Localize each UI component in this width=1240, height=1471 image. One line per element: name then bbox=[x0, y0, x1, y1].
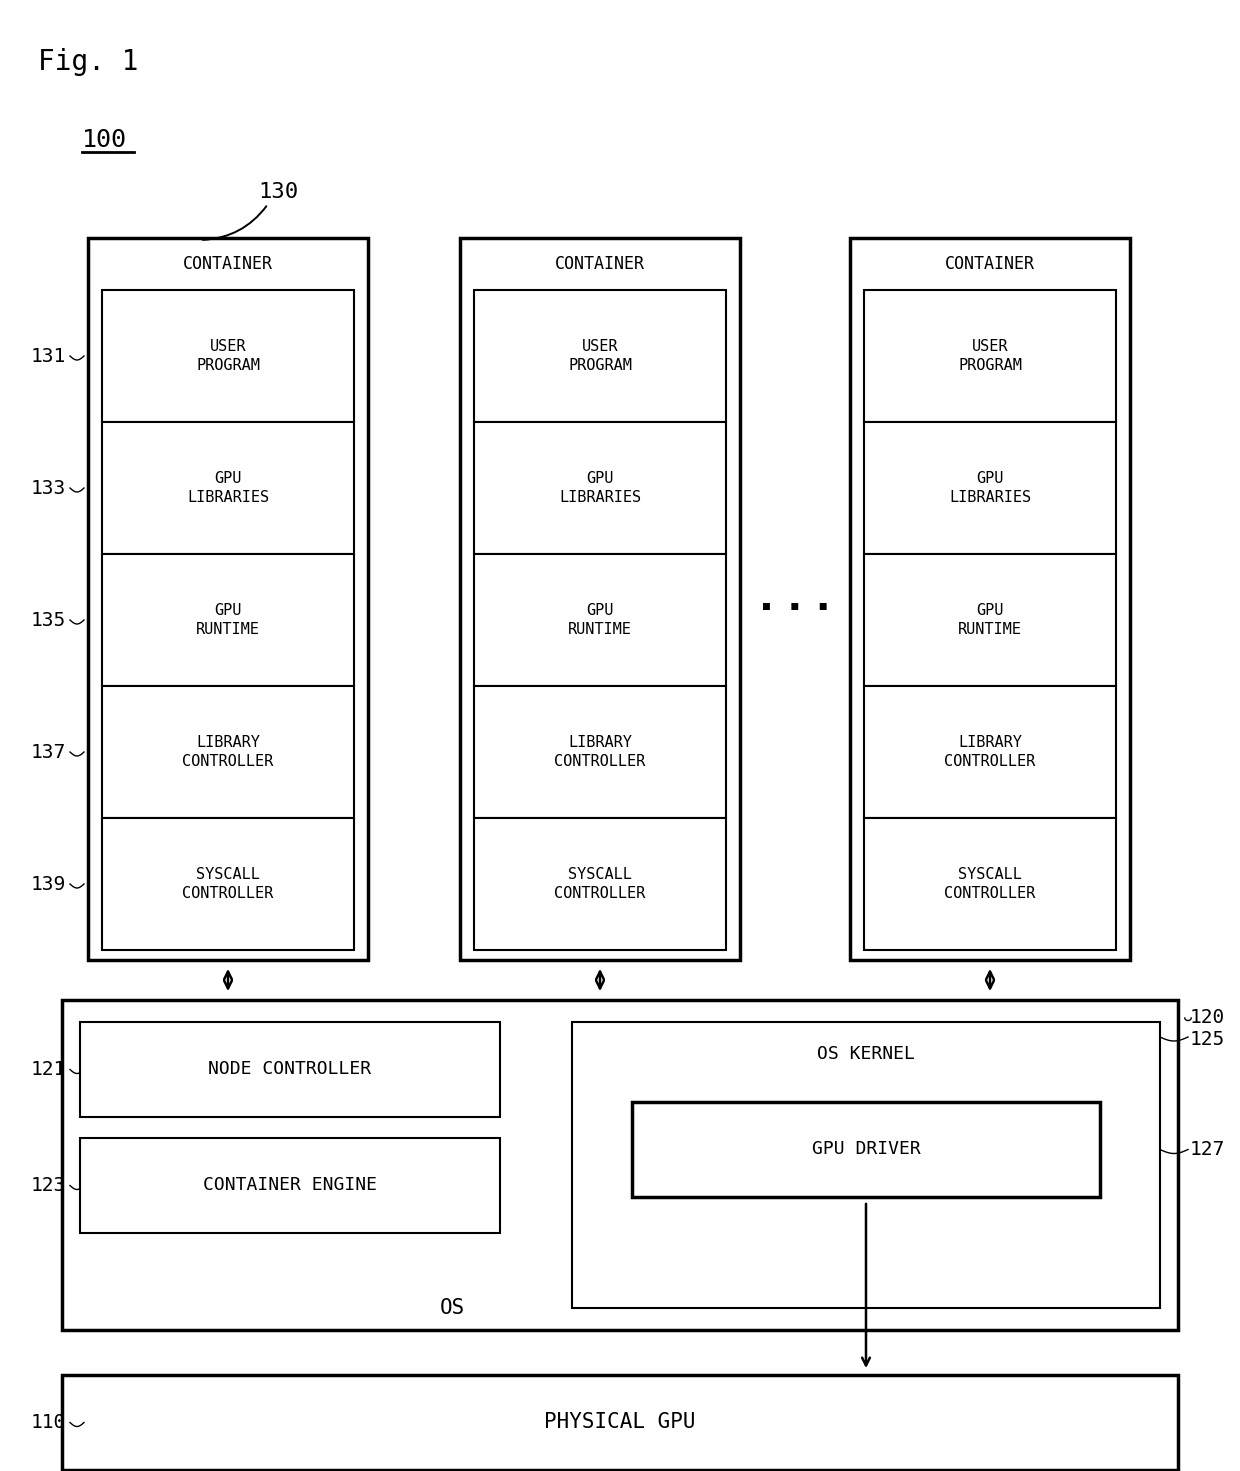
Text: 120: 120 bbox=[1190, 1008, 1225, 1027]
Text: USER
PROGRAM: USER PROGRAM bbox=[568, 338, 632, 374]
Text: GPU
LIBRARIES: GPU LIBRARIES bbox=[559, 471, 641, 505]
Bar bbox=[62, 1375, 1178, 1470]
Text: 125: 125 bbox=[1190, 1030, 1225, 1049]
Text: USER
PROGRAM: USER PROGRAM bbox=[196, 338, 260, 374]
Bar bbox=[474, 818, 725, 950]
Bar bbox=[81, 1139, 500, 1233]
Bar bbox=[864, 685, 1116, 818]
Text: 139: 139 bbox=[31, 874, 66, 893]
Text: PHYSICAL GPU: PHYSICAL GPU bbox=[544, 1412, 696, 1433]
Bar bbox=[81, 1022, 500, 1116]
Bar bbox=[102, 555, 353, 685]
Text: 127: 127 bbox=[1190, 1140, 1225, 1159]
Bar bbox=[102, 422, 353, 555]
Text: CONTAINER: CONTAINER bbox=[945, 254, 1035, 274]
Bar bbox=[632, 1102, 1100, 1197]
Text: OS: OS bbox=[440, 1297, 465, 1318]
Bar bbox=[102, 290, 353, 422]
Text: 130: 130 bbox=[258, 182, 298, 202]
Text: 110: 110 bbox=[31, 1414, 66, 1431]
Bar bbox=[864, 290, 1116, 422]
Bar bbox=[102, 818, 353, 950]
Text: 133: 133 bbox=[31, 478, 66, 497]
Bar bbox=[474, 685, 725, 818]
Text: 131: 131 bbox=[31, 347, 66, 365]
Bar bbox=[474, 422, 725, 555]
Text: CONTAINER: CONTAINER bbox=[184, 254, 273, 274]
Text: CONTAINER: CONTAINER bbox=[556, 254, 645, 274]
Bar bbox=[102, 685, 353, 818]
Bar bbox=[864, 818, 1116, 950]
Text: GPU
LIBRARIES: GPU LIBRARIES bbox=[187, 471, 269, 505]
Bar bbox=[864, 555, 1116, 685]
Text: 100: 100 bbox=[82, 128, 126, 152]
Text: Fig. 1: Fig. 1 bbox=[38, 49, 139, 76]
Text: 123: 123 bbox=[31, 1175, 66, 1194]
Text: GPU
RUNTIME: GPU RUNTIME bbox=[196, 603, 260, 637]
Text: SYSCALL
CONTROLLER: SYSCALL CONTROLLER bbox=[945, 866, 1035, 902]
Text: LIBRARY
CONTROLLER: LIBRARY CONTROLLER bbox=[182, 736, 274, 769]
Text: LIBRARY
CONTROLLER: LIBRARY CONTROLLER bbox=[945, 736, 1035, 769]
Bar bbox=[864, 422, 1116, 555]
Text: LIBRARY
CONTROLLER: LIBRARY CONTROLLER bbox=[554, 736, 646, 769]
Bar bbox=[62, 1000, 1178, 1330]
Text: SYSCALL
CONTROLLER: SYSCALL CONTROLLER bbox=[182, 866, 274, 902]
Text: GPU
RUNTIME: GPU RUNTIME bbox=[568, 603, 632, 637]
Bar bbox=[460, 238, 740, 961]
Text: SYSCALL
CONTROLLER: SYSCALL CONTROLLER bbox=[554, 866, 646, 902]
Bar bbox=[88, 238, 368, 961]
Text: 135: 135 bbox=[31, 610, 66, 630]
Text: NODE CONTROLLER: NODE CONTROLLER bbox=[208, 1061, 372, 1078]
Text: GPU DRIVER: GPU DRIVER bbox=[812, 1140, 920, 1159]
Bar bbox=[849, 238, 1130, 961]
Bar bbox=[474, 555, 725, 685]
Text: GPU
LIBRARIES: GPU LIBRARIES bbox=[949, 471, 1032, 505]
Text: USER
PROGRAM: USER PROGRAM bbox=[959, 338, 1022, 374]
Text: CONTAINER ENGINE: CONTAINER ENGINE bbox=[203, 1177, 377, 1194]
Text: . . .: . . . bbox=[759, 580, 831, 618]
Bar bbox=[474, 290, 725, 422]
Bar bbox=[572, 1022, 1159, 1308]
Text: OS KERNEL: OS KERNEL bbox=[817, 1044, 915, 1064]
Text: 121: 121 bbox=[31, 1061, 66, 1080]
Text: 137: 137 bbox=[31, 743, 66, 762]
Text: GPU
RUNTIME: GPU RUNTIME bbox=[959, 603, 1022, 637]
